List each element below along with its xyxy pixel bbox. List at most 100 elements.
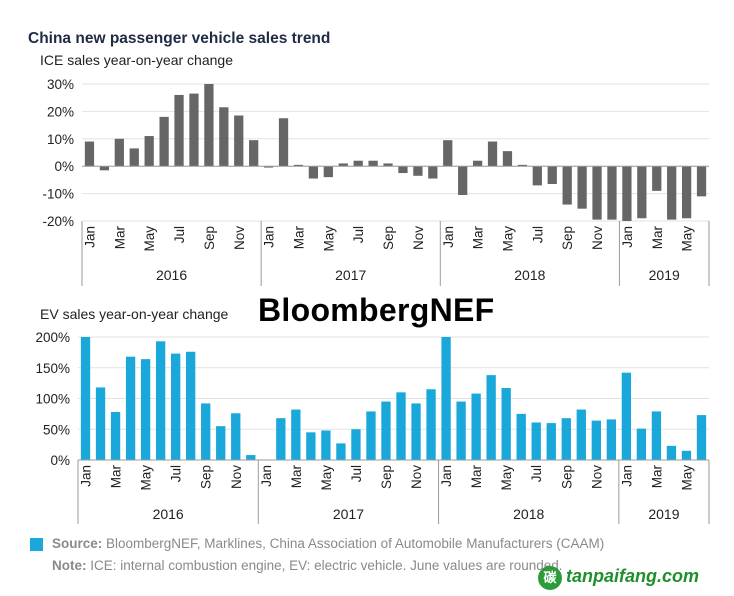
ev-xtick-label: Mar: [469, 464, 484, 488]
ev-year-label: 2017: [333, 506, 364, 522]
ev-bar: [155, 341, 166, 460]
ice-ytick-label: -20%: [42, 214, 74, 229]
ice-bar: [114, 138, 124, 167]
ev-bar: [696, 415, 707, 460]
ev-bar: [441, 337, 451, 460]
ev-bar: [80, 337, 91, 460]
ice-bar: [174, 94, 184, 167]
ice-bar: [323, 166, 333, 178]
ice-bar: [189, 93, 199, 167]
ice-year-label: 2018: [514, 267, 545, 283]
ice-bar: [129, 148, 139, 167]
ev-xtick-label: Jul: [349, 465, 364, 482]
ice-ytick-label: 30%: [47, 77, 74, 92]
ice-bar: [159, 116, 169, 167]
ev-xtick-label: May: [319, 465, 334, 491]
ev-ytick-label: 50%: [43, 422, 70, 437]
ev-bar: [276, 418, 286, 460]
ice-xtick-label: May: [321, 226, 336, 252]
ice-xtick-label: Nov: [232, 226, 247, 250]
ice-ytick-label: 10%: [47, 132, 74, 147]
ev-bar: [336, 443, 346, 460]
source-label: Source:: [52, 536, 103, 551]
chart-title: China new passenger vehicle sales trend: [28, 30, 331, 47]
ice-xtick-label: Mar: [650, 225, 665, 249]
ice-bar: [263, 166, 274, 168]
ice-bar: [144, 136, 154, 167]
ev-bar: [471, 393, 481, 460]
ev-bar: [186, 351, 196, 460]
ice-bar: [592, 166, 602, 220]
ice-ytick-label: 0%: [54, 159, 74, 174]
ev-bar: [621, 372, 632, 460]
ev-xtick-label: Jan: [619, 465, 634, 487]
ice-xtick-label: Mar: [291, 225, 306, 249]
ev-bar: [110, 412, 121, 460]
ev-bar: [531, 422, 541, 460]
ev-xtick-label: Jan: [439, 465, 454, 487]
ice-xtick-label: Sep: [381, 226, 396, 250]
tanpaifang-logo: 碳 tanpaifang.com: [538, 564, 728, 592]
ice-xtick-label: Jan: [620, 226, 635, 248]
ice-bar: [547, 166, 557, 185]
ice-bar: [681, 166, 692, 219]
ev-bar: [306, 432, 316, 460]
ev-xtick-label: Jul: [169, 465, 184, 482]
ice-year-label: 2016: [156, 267, 187, 283]
ice-bar: [99, 166, 110, 171]
ev-bar: [651, 411, 662, 460]
ev-bar: [546, 423, 556, 460]
source-note: Source: BloombergNEF, Marklines, China A…: [52, 536, 604, 551]
ice-xtick-label: Jul: [530, 226, 545, 243]
ice-xtick-label: May: [500, 226, 515, 252]
ev-ytick-label: 100%: [35, 392, 70, 407]
ice-bar: [308, 166, 319, 179]
ice-bar: [472, 160, 483, 167]
ev-chart-subtitle: EV sales year-on-year change: [40, 306, 229, 322]
ice-xtick-label: Jan: [262, 226, 277, 248]
ice-xtick-label: Jan: [441, 226, 456, 248]
ice-bar: [413, 166, 423, 176]
ice-xtick-label: Jul: [351, 226, 366, 243]
ice-bar: [398, 166, 408, 174]
ev-ytick-label: 200%: [35, 330, 70, 345]
logo-mark-icon: 碳: [538, 566, 562, 590]
footnote: Note: ICE: internal combustion engine, E…: [52, 558, 563, 573]
ice-xtick-label: Mar: [471, 225, 486, 249]
ev-xtick-label: Sep: [199, 465, 214, 489]
ev-year-label: 2019: [648, 506, 679, 522]
ice-xtick-label: May: [142, 226, 157, 252]
ice-ytick-label: -10%: [42, 187, 74, 202]
ice-bar: [607, 166, 617, 220]
ice-bar: [84, 141, 95, 167]
ev-bar: [201, 403, 211, 460]
ev-xtick-label: Mar: [649, 464, 664, 488]
ev-xtick-label: Jan: [79, 465, 94, 487]
ev-xtick-label: Sep: [559, 465, 574, 489]
ice-bar: [383, 163, 393, 167]
ice-bar: [249, 140, 259, 167]
ev-legend-swatch: [30, 538, 43, 551]
ev-bar: [291, 409, 301, 460]
ev-xtick-label: May: [139, 465, 154, 491]
ev-xtick-label: Nov: [229, 465, 244, 489]
ev-xtick-label: Sep: [379, 465, 394, 489]
ice-xtick-label: May: [680, 226, 695, 252]
ice-bar: [696, 166, 707, 197]
ev-bar: [246, 455, 256, 460]
ev-xtick-label: Nov: [589, 465, 604, 489]
ice-bar: [487, 141, 498, 167]
ice-year-label: 2019: [649, 267, 680, 283]
ev-bar: [216, 426, 226, 460]
ice-xtick-label: Nov: [411, 226, 426, 250]
ev-bar: [140, 359, 151, 460]
ice-bar: [353, 160, 363, 167]
ice-bar: [428, 166, 438, 179]
ice-xtick-label: Mar: [112, 225, 127, 249]
ev-bar: [125, 356, 136, 460]
ev-bar: [576, 409, 586, 460]
ev-xtick-label: Jul: [529, 465, 544, 482]
ev-bar: [681, 450, 692, 460]
ev-xtick-label: Jan: [259, 465, 274, 487]
ev-bar: [426, 389, 436, 460]
